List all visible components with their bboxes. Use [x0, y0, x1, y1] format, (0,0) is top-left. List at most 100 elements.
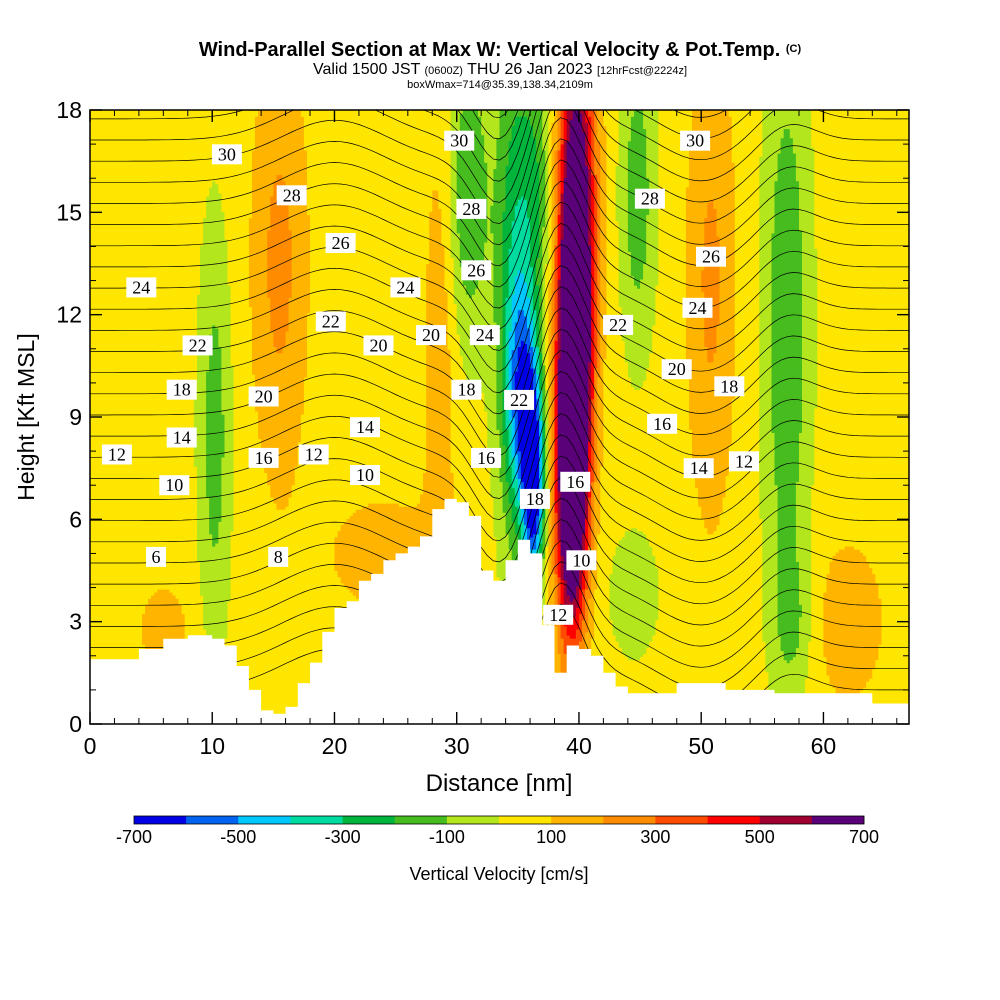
w-cell [96, 131, 100, 136]
w-cell [90, 499, 94, 504]
w-cell [90, 610, 94, 615]
w-cell [105, 441, 109, 446]
w-cell [90, 389, 94, 394]
w-cell [99, 202, 103, 206]
w-cell [90, 460, 94, 464]
w-cell [114, 499, 119, 504]
w-cell [102, 263, 106, 268]
w-cell [90, 625, 94, 630]
w-cell [111, 518, 116, 522]
w-cell [102, 638, 106, 642]
w-cell [102, 625, 106, 630]
w-cell [111, 441, 116, 446]
w-cell [96, 598, 100, 602]
w-cell [102, 530, 106, 535]
w-cell [90, 496, 94, 501]
w-cell [99, 576, 103, 581]
w-cell [102, 162, 106, 166]
w-cell [105, 119, 109, 123]
w-cell [108, 610, 112, 615]
w-cell [102, 269, 106, 274]
w-cell [102, 205, 106, 209]
w-cell [117, 552, 122, 556]
w-cell [93, 196, 97, 200]
w-cell [114, 407, 119, 412]
w-cell [105, 315, 109, 320]
w-cell [93, 588, 97, 593]
w-cell [111, 183, 116, 188]
chart-title-line: Wind-Parallel Section at Max W: Vertical… [0, 38, 1000, 61]
w-cell [93, 506, 97, 510]
w-cell [99, 493, 103, 498]
w-cell [111, 515, 116, 519]
w-cell [114, 635, 119, 639]
w-cell [90, 536, 94, 541]
w-cell [93, 288, 97, 292]
w-cell [105, 567, 109, 572]
w-cell [117, 582, 122, 587]
w-cell [102, 613, 106, 618]
w-cell [108, 367, 112, 372]
w-cell [108, 297, 112, 301]
w-cell [99, 524, 103, 529]
w-cell [90, 156, 94, 160]
w-cell [93, 297, 97, 301]
w-cell [111, 128, 116, 133]
w-cell [105, 493, 109, 498]
w-cell [111, 536, 116, 541]
w-cell [105, 312, 109, 317]
w-cell [93, 549, 97, 553]
w-cell [93, 392, 97, 397]
w-cell [96, 275, 100, 280]
w-cell [96, 189, 100, 194]
w-cell [108, 463, 112, 467]
w-cell [96, 420, 100, 424]
w-cell [96, 435, 100, 440]
w-cell [99, 429, 103, 433]
w-cell [90, 306, 94, 311]
w-cell [108, 558, 112, 562]
w-cell [114, 487, 119, 492]
w-cell [108, 263, 112, 268]
w-cell [105, 377, 109, 381]
w-cell [108, 466, 112, 470]
w-cell [108, 223, 112, 228]
w-cell [99, 309, 103, 314]
w-cell [90, 533, 94, 538]
w-cell [111, 361, 116, 366]
w-cell [90, 153, 94, 157]
w-cell [108, 303, 112, 308]
w-cell [108, 260, 112, 265]
w-cell [117, 512, 122, 516]
w-cell [99, 199, 103, 203]
w-cell [105, 285, 109, 289]
w-cell [99, 358, 103, 363]
w-cell [105, 380, 109, 384]
w-cell [99, 496, 103, 501]
w-cell [114, 269, 119, 274]
w-cell [102, 610, 106, 615]
w-cell [90, 294, 94, 298]
w-cell [111, 285, 116, 289]
w-cell [114, 438, 119, 443]
w-cell [102, 278, 106, 283]
w-cell [108, 549, 112, 553]
w-cell [102, 149, 106, 154]
w-cell [96, 297, 100, 301]
w-cell [102, 570, 106, 575]
w-cell [99, 146, 103, 151]
w-cell [108, 196, 112, 200]
w-cell [102, 165, 106, 169]
w-cell [105, 536, 109, 541]
w-cell [96, 579, 100, 584]
w-cell [111, 656, 116, 661]
w-cell [90, 527, 94, 532]
w-cell [96, 309, 100, 314]
w-cell [93, 469, 97, 473]
w-cell [96, 398, 100, 403]
w-cell [111, 171, 116, 176]
w-cell [102, 346, 106, 351]
w-cell [99, 143, 103, 148]
w-cell [99, 377, 103, 381]
w-cell [111, 506, 116, 510]
